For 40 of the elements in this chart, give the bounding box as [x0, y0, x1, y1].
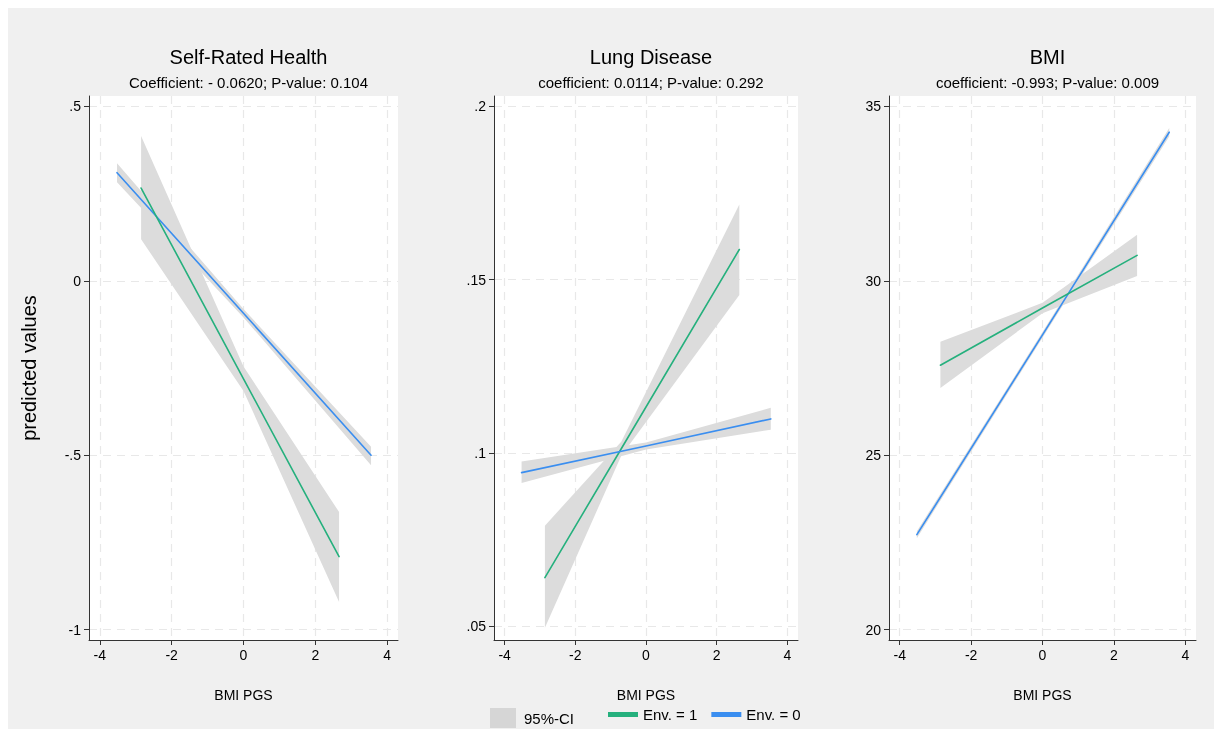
x-tick-label: -4 — [93, 647, 107, 663]
legend-label: Env. = 0 — [746, 706, 801, 723]
chart-title: Lung Disease — [589, 46, 713, 68]
y-tick-label: .5 — [69, 98, 82, 115]
x-axis-title: BMI PGS — [1013, 687, 1072, 703]
x-tick-label: 0 — [1038, 647, 1047, 663]
x-tick-label: -2 — [964, 647, 978, 663]
x-tick-label: 4 — [383, 647, 392, 663]
x-tick-label: -2 — [165, 647, 179, 663]
y-tick-label: 35 — [865, 98, 882, 115]
y-tick-label: 25 — [865, 447, 882, 464]
x-tick-label: 2 — [1110, 647, 1118, 663]
x-tick-label: -2 — [569, 647, 582, 663]
chart-subtitle: coefficient: 0.0114; P-value: 0.292 — [538, 74, 764, 91]
chart-title: Self-Rated Health — [169, 46, 328, 68]
y-tick-label: -1 — [68, 621, 82, 638]
x-tick-label: 0 — [642, 647, 651, 663]
x-tick-label: 4 — [783, 647, 792, 663]
x-axis-title: BMI PGS — [616, 687, 676, 703]
x-tick-label: 4 — [1181, 647, 1190, 663]
legend-label: Env. = 1 — [643, 706, 698, 723]
x-tick-label: 2 — [311, 647, 320, 663]
x-tick-label: 2 — [712, 647, 721, 663]
y-tick-label: 0 — [73, 272, 82, 289]
x-tick-label: -4 — [498, 647, 512, 663]
y-tick-label: -.5 — [64, 447, 82, 464]
x-axis-title: BMI PGS — [214, 687, 273, 703]
y-tick-label: .05 — [466, 618, 487, 635]
y-tick-label: .15 — [466, 271, 487, 288]
y-tick-label: 20 — [865, 621, 882, 638]
y-tick-label: .1 — [474, 444, 487, 461]
y-axis-title: predicted values — [18, 295, 40, 441]
y-tick-label: 30 — [865, 272, 882, 289]
x-tick-label: 0 — [239, 647, 248, 663]
chart-title: BMI — [1029, 46, 1066, 68]
legend-title: 95%-CI — [524, 709, 575, 727]
y-tick-label: .2 — [474, 98, 487, 115]
chart-subtitle: coefficient: -0.993; P-value: 0.009 — [935, 74, 1160, 91]
chart-subtitle: Coefficient: - 0.0620; P-value: 0.104 — [128, 74, 369, 91]
x-tick-label: -4 — [893, 647, 907, 663]
